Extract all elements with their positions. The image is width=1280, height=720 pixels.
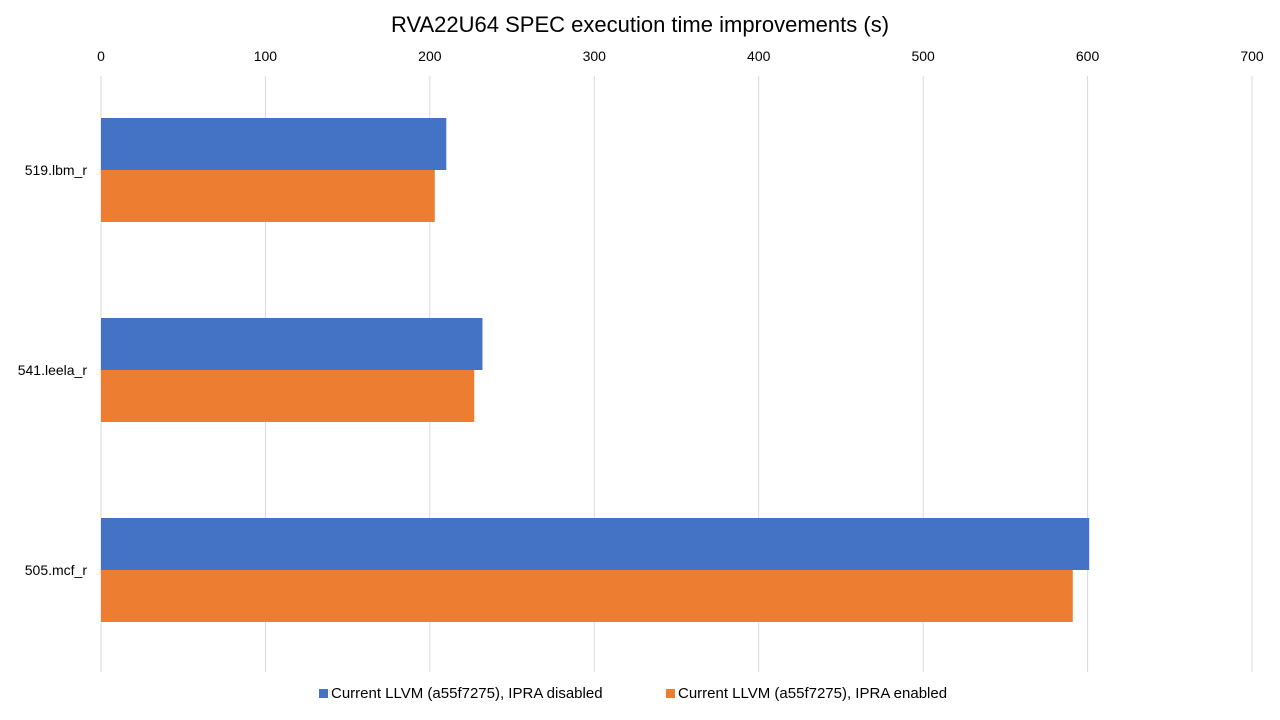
legend-swatch-1 [319,689,328,698]
category-labels: 519.lbm_r 541.leela_r 505.mcf_r [18,162,88,578]
category-label-519-lbm-r: 519.lbm_r [25,162,88,178]
x-tick-label-500: 500 [911,48,935,64]
x-tick-label-600: 600 [1076,48,1100,64]
x-tick-label-200: 200 [418,48,442,64]
bars [101,118,1090,622]
x-tick-label-700: 700 [1240,48,1264,64]
legend-swatch-2 [666,689,675,698]
chart-title: RVA22U64 SPEC execution time improvement… [391,12,889,37]
x-tick-label-400: 400 [747,48,771,64]
bar-505-mcf-r-series-2 [101,570,1073,622]
category-label-505-mcf-r: 505.mcf_r [25,562,88,578]
bar-519-lbm-r-series-1 [101,118,447,170]
bar-505-mcf-r-series-1 [101,518,1090,570]
legend-label-2: Current LLVM (a55f7275), IPRA enabled [678,685,947,702]
category-label-541-leela-r: 541.leela_r [18,362,88,378]
x-tick-label-300: 300 [583,48,607,64]
bar-519-lbm-r-series-2 [101,170,435,222]
bar-541-leela-r-series-1 [101,318,483,370]
legend: Current LLVM (a55f7275), IPRA disabled Cu… [319,685,947,702]
bar-541-leela-r-series-2 [101,370,475,422]
x-tick-label-0: 0 [97,48,105,64]
x-axis-tick-labels: 0 100 200 300 400 500 600 700 [97,48,1264,64]
x-tick-label-100: 100 [254,48,278,64]
legend-label-1: Current LLVM (a55f7275), IPRA disabled [331,685,603,702]
